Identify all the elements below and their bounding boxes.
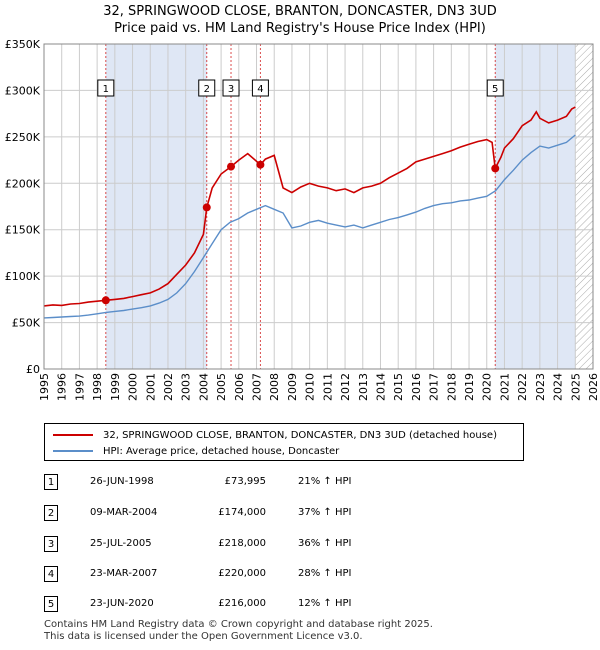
x-tick-label: 2018 bbox=[445, 373, 458, 401]
x-tick-label: 2012 bbox=[339, 373, 352, 401]
future-hatch bbox=[575, 44, 593, 369]
shaded-range bbox=[495, 44, 576, 369]
x-tick-label: 2025 bbox=[569, 373, 582, 401]
transaction-number: 5 bbox=[44, 596, 58, 612]
transaction-row: 3 25-JUL-2005 £218,000 36% ↑ HPI bbox=[44, 536, 584, 554]
transaction-number: 3 bbox=[44, 536, 58, 552]
x-tick-label: 2023 bbox=[534, 373, 547, 401]
transaction-date: 23-JUN-2020 bbox=[90, 598, 154, 609]
sale-label-box bbox=[251, 79, 269, 97]
sale-label: 4 bbox=[257, 84, 263, 95]
legend: 32, SPRINGWOOD CLOSE, BRANTON, DONCASTER… bbox=[44, 423, 524, 461]
transaction-row: 5 23-JUN-2020 £216,000 12% ↑ HPI bbox=[44, 596, 584, 614]
transaction-row: 2 09-MAR-2004 £174,000 37% ↑ HPI bbox=[44, 505, 584, 523]
y-tick-label: £50K bbox=[12, 317, 41, 330]
chart-title: 32, SPRINGWOOD CLOSE, BRANTON, DONCASTER… bbox=[103, 4, 497, 19]
sale-point bbox=[101, 296, 110, 305]
transaction-hpi: 36% ↑ HPI bbox=[298, 538, 352, 549]
y-tick-label: £100K bbox=[5, 270, 41, 283]
x-tick-label: 2026 bbox=[587, 373, 600, 401]
chart-subtitle: Price paid vs. HM Land Registry's House … bbox=[114, 21, 486, 36]
transaction-hpi: 28% ↑ HPI bbox=[298, 568, 352, 579]
x-tick-label: 2005 bbox=[215, 373, 228, 401]
x-tick-label: 2020 bbox=[481, 373, 494, 401]
x-tick-label: 1999 bbox=[109, 373, 122, 401]
price-chart: 1 2 3 4 5 £0 £50K £100K £150K £200K £250K £300K £350… bbox=[5, 38, 600, 401]
sale-label-box bbox=[198, 79, 216, 97]
y-tick-label: £200K bbox=[5, 177, 41, 190]
x-tick-label: 2017 bbox=[428, 373, 441, 401]
legend-line-hpi bbox=[53, 450, 93, 452]
transaction-date: 26-JUN-1998 bbox=[90, 476, 154, 487]
sale-label-box bbox=[486, 79, 504, 97]
y-tick-label: £300K bbox=[5, 84, 41, 97]
sale-label: 5 bbox=[492, 84, 498, 95]
sale-label: 3 bbox=[228, 84, 234, 95]
transaction-date: 23-MAR-2007 bbox=[90, 568, 158, 579]
transaction-price: £174,000 bbox=[218, 507, 266, 518]
x-tick-label: 2011 bbox=[321, 373, 334, 401]
sale-label-box bbox=[222, 79, 240, 97]
transaction-price: £218,000 bbox=[218, 538, 266, 549]
sale-label: 2 bbox=[204, 84, 210, 95]
x-tick-label: 2006 bbox=[233, 373, 246, 401]
x-tick-label: 2024 bbox=[552, 373, 565, 401]
y-tick-label: £250K bbox=[5, 131, 41, 144]
y-tick-label: £350K bbox=[5, 38, 41, 51]
x-tick-label: 1996 bbox=[56, 373, 69, 401]
transaction-hpi: 21% ↑ HPI bbox=[298, 476, 352, 487]
x-tick-label: 2008 bbox=[268, 373, 281, 401]
shaded-range bbox=[105, 44, 207, 369]
transaction-price: £220,000 bbox=[218, 568, 266, 579]
sale-point bbox=[227, 162, 236, 171]
x-tick-label: 1998 bbox=[91, 373, 104, 401]
legend-label-property: 32, SPRINGWOOD CLOSE, BRANTON, DONCASTER… bbox=[103, 429, 497, 441]
x-tick-label: 2009 bbox=[286, 373, 299, 401]
x-tick-label: 2016 bbox=[410, 373, 423, 401]
series-line-property bbox=[43, 106, 576, 307]
sale-point bbox=[202, 203, 211, 212]
sale-point bbox=[256, 160, 265, 169]
x-tick-label: 2019 bbox=[463, 373, 476, 401]
x-tick-label: 2004 bbox=[197, 373, 210, 401]
transaction-date: 25-JUL-2005 bbox=[90, 538, 152, 549]
legend-label-hpi: HPI: Average price, detached house, Donc… bbox=[103, 445, 340, 457]
sale-point bbox=[491, 164, 500, 173]
x-tick-label: 2003 bbox=[180, 373, 193, 401]
transaction-price: £216,000 bbox=[218, 598, 266, 609]
x-tick-label: 2000 bbox=[127, 373, 140, 401]
sale-label-box bbox=[97, 79, 115, 97]
x-tick-label: 2014 bbox=[374, 373, 387, 401]
x-tick-label: 2015 bbox=[392, 373, 405, 401]
x-tick-label: 2010 bbox=[304, 373, 317, 401]
legend-item-hpi: HPI: Average price, detached house, Donc… bbox=[53, 444, 339, 458]
transaction-hpi: 37% ↑ HPI bbox=[298, 507, 352, 518]
x-tick-label: 2002 bbox=[162, 373, 175, 401]
y-tick-label: £0 bbox=[26, 363, 40, 376]
x-tick-label: 2021 bbox=[498, 373, 511, 401]
transaction-hpi: 12% ↑ HPI bbox=[298, 598, 352, 609]
legend-line-property bbox=[53, 434, 93, 436]
x-tick-label: 1997 bbox=[73, 373, 86, 401]
footer-licence: This data is licensed under the Open Gov… bbox=[44, 631, 363, 642]
x-tick-label: 2001 bbox=[144, 373, 157, 401]
x-tick-label: 2007 bbox=[251, 373, 264, 401]
transaction-date: 09-MAR-2004 bbox=[90, 507, 158, 518]
x-tick-label: 1995 bbox=[38, 373, 51, 401]
plot-frame bbox=[43, 43, 594, 370]
x-tick-label: 2022 bbox=[516, 373, 529, 401]
transaction-row: 1 26-JUN-1998 £73,995 21% ↑ HPI bbox=[44, 474, 584, 492]
transaction-number: 4 bbox=[44, 566, 58, 582]
legend-item-property: 32, SPRINGWOOD CLOSE, BRANTON, DONCASTER… bbox=[53, 428, 497, 442]
sale-label: 1 bbox=[103, 84, 109, 95]
series-line-hpi bbox=[43, 134, 576, 319]
transaction-number: 1 bbox=[44, 474, 58, 490]
transaction-row: 4 23-MAR-2007 £220,000 28% ↑ HPI bbox=[44, 566, 584, 584]
footer-copyright: Contains HM Land Registry data © Crown c… bbox=[44, 619, 433, 630]
transaction-number: 2 bbox=[44, 505, 58, 521]
transaction-price: £73,995 bbox=[224, 476, 266, 487]
y-tick-label: £150K bbox=[5, 224, 41, 237]
x-tick-label: 2013 bbox=[357, 373, 370, 401]
